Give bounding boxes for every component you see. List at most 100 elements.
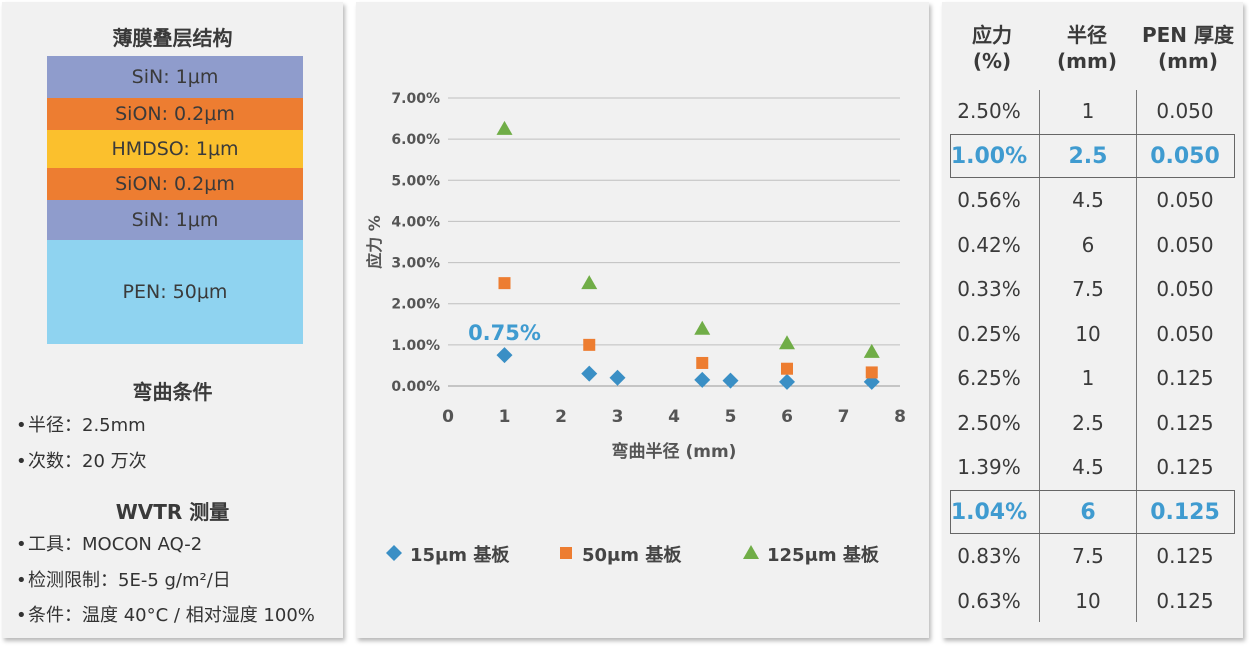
header-pen-thickness: PEN 厚度 (mm) <box>1141 23 1235 73</box>
data-point <box>781 362 793 375</box>
table-cell: 0.56% <box>957 188 1021 212</box>
table-cell: 1.04% <box>950 499 1028 525</box>
header-radius: 半径 (mm) <box>1057 23 1117 73</box>
table-cell: 7.5 <box>1072 277 1104 301</box>
table-cell: 0.42% <box>957 232 1021 257</box>
y-tick-label: 3.00% <box>391 256 440 272</box>
data-point <box>779 373 795 390</box>
x-tick-label: 5 <box>725 407 737 427</box>
table-cell: 0.25% <box>957 321 1021 346</box>
table-cell: 0.125 <box>1150 499 1220 525</box>
bend-item: •半径：2.5mm <box>16 415 146 436</box>
layer-6: PEN: 50μm <box>47 240 303 344</box>
column-divider <box>1136 90 1137 622</box>
layer-1: SiN: 1μm <box>47 56 303 98</box>
x-tick-label: 0 <box>442 407 454 427</box>
table-cell: 0.050 <box>1156 99 1214 123</box>
y-tick-label: 2.00% <box>391 297 440 313</box>
legend-marker <box>743 545 759 559</box>
table-cell: 6.25% <box>957 366 1021 390</box>
legend-marker <box>560 547 572 559</box>
layer-3: HMDSO: 1μm <box>47 130 303 168</box>
table-cell: 2.5 <box>1072 410 1104 435</box>
header-stress: 应力 (%) <box>972 23 1012 73</box>
data-point <box>498 277 511 290</box>
y-tick-label: 6.00% <box>391 132 440 148</box>
chart-panel: 0.00% 1.00% 2.00% 3.00% 4.00% 5.00% 6.00% 7.00%… <box>356 2 929 638</box>
highlight-box <box>950 489 1235 534</box>
table-cell: 0.83% <box>957 544 1021 568</box>
table-cell: 6 <box>1081 232 1095 257</box>
data-table-panel: 应力 (%) 半径 (mm) PEN 厚度 (mm) 2.50% 1 0.050 1.00%… <box>942 2 1243 638</box>
table-cell: 2.5 <box>1068 143 1108 169</box>
y-axis-label: 应力 % <box>365 215 384 269</box>
x-tick-label: 8 <box>894 407 906 427</box>
stack-title: 薄膜叠层结构 <box>112 26 233 50</box>
y-tick-label: 7.00% <box>391 91 440 107</box>
wvtr-item: •工具：MOCON AQ-2 <box>16 534 203 555</box>
data-point <box>694 320 711 335</box>
wvtr-item: •条件：温度 40°C / 相对湿度 100% <box>16 605 315 626</box>
data-point <box>581 275 598 290</box>
data-point <box>696 356 709 369</box>
table-cell: 1 <box>1081 366 1095 390</box>
table-cell: 1 <box>1081 99 1095 123</box>
table-cell: 0.125 <box>1156 366 1214 390</box>
table-cell: 2.50% <box>957 99 1021 123</box>
table-cell: 7.5 <box>1072 544 1104 568</box>
layer-5: SiN: 1μm <box>47 200 303 240</box>
x-tick-label: 6 <box>781 407 793 427</box>
wvtr-item: •检测限制：5E-5 g/m²/日 <box>16 570 231 591</box>
y-tick-label: 1.00% <box>391 338 440 354</box>
wvtr-title: WVTR 测量 <box>115 500 230 524</box>
y-tick-label: 0.00% <box>391 379 440 395</box>
table-cell: 0.050 <box>1156 188 1214 212</box>
table-cell: 1.00% <box>950 143 1028 169</box>
table-cell: 0.125 <box>1156 455 1214 479</box>
x-tick-label: 3 <box>612 407 624 427</box>
table-cell: 0.125 <box>1156 588 1214 613</box>
table-cell: 0.050 <box>1156 321 1214 346</box>
column-divider <box>1039 90 1040 622</box>
table-cell: 0.050 <box>1156 232 1214 257</box>
table-cell: 4.5 <box>1072 188 1104 212</box>
x-tick-label: 7 <box>838 407 850 427</box>
x-tick-label: 1 <box>499 407 511 427</box>
data-point <box>863 343 880 358</box>
legend-label: 50μm 基板 <box>582 544 682 566</box>
table-cell: 0.050 <box>1150 143 1220 169</box>
table-cell: 0.125 <box>1156 544 1214 568</box>
table-cell: 0.33% <box>957 277 1021 301</box>
film-stack-panel: 薄膜叠层结构 SiN: 1μm SiON: 0.2μm HMDSO: 1μm SiON… <box>2 2 343 638</box>
scatter-chart: 0.00% 1.00% 2.00% 3.00% 4.00% 5.00% 6.00% 7.00%… <box>365 91 906 566</box>
data-point <box>865 366 878 379</box>
data-point <box>496 347 513 364</box>
legend-label: 125μm 基板 <box>767 544 880 566</box>
table-cell: 10 <box>1075 588 1101 613</box>
bend-title: 弯曲条件 <box>132 380 213 404</box>
highlight-box <box>950 133 1235 178</box>
data-point <box>581 365 598 382</box>
table-cell: 10 <box>1075 321 1101 346</box>
data-point <box>609 369 626 386</box>
layer-4: SiON: 0.2μm <box>47 168 303 200</box>
legend-label: 15μm 基板 <box>410 544 510 566</box>
table-cell: 0.050 <box>1156 277 1214 301</box>
table-cell: 0.63% <box>957 588 1021 613</box>
data-point <box>722 372 739 389</box>
table-cell: 1.39% <box>957 455 1021 479</box>
y-tick-label: 4.00% <box>391 214 440 230</box>
data-point <box>694 371 711 388</box>
data-point <box>583 338 596 351</box>
x-tick-label: 2 <box>555 407 567 427</box>
bend-item: •次数：20 万次 <box>16 451 147 472</box>
table-cell: 0.125 <box>1156 410 1214 435</box>
table-cell: 6 <box>1080 499 1096 525</box>
legend-marker <box>386 545 402 561</box>
x-axis-label: 弯曲半径 (mm) <box>612 441 737 462</box>
annotation-label: 0.75% <box>468 321 541 345</box>
table-cell: 2.50% <box>957 410 1021 435</box>
x-tick-label: 4 <box>668 407 680 427</box>
table-cell: 4.5 <box>1072 455 1104 479</box>
data-point <box>779 335 795 350</box>
